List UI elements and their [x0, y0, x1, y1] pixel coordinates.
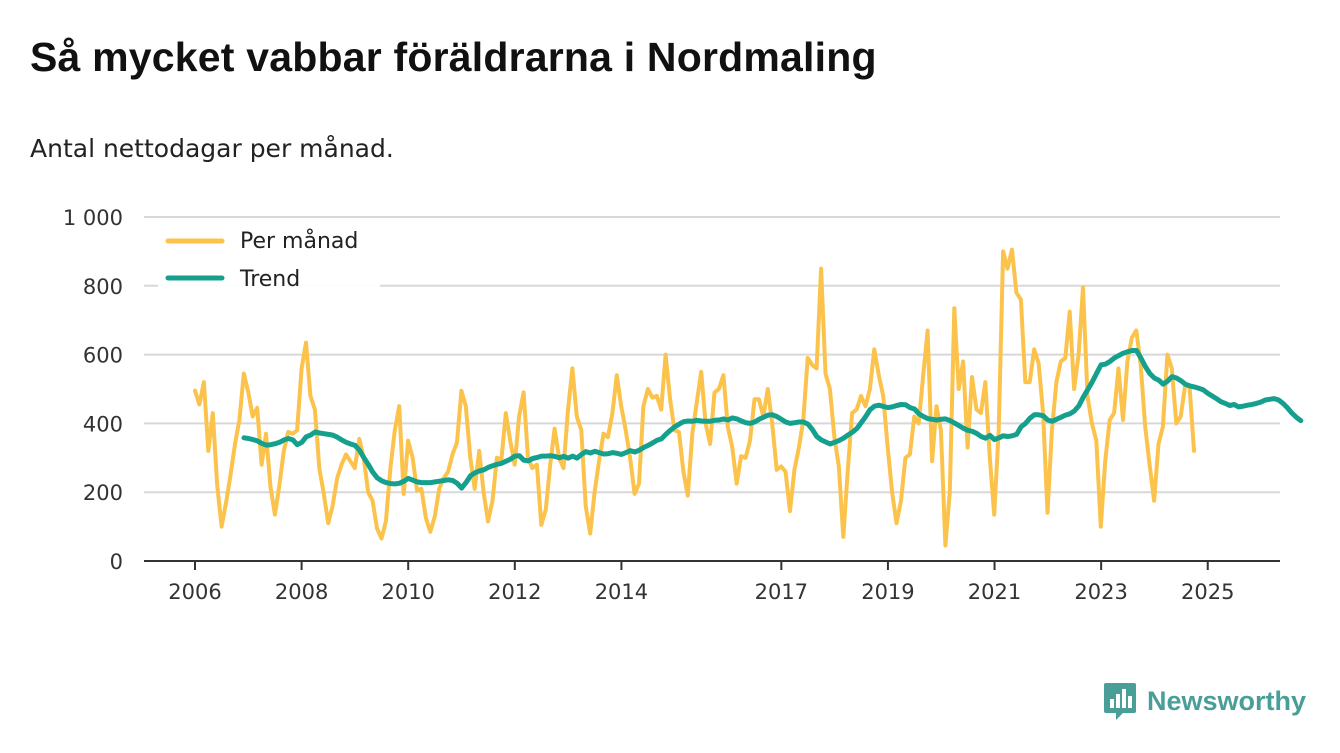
y-axis-tick-labels: 0 200 400 600 800 1 000 — [63, 206, 123, 574]
y-tick-label-0: 0 — [110, 550, 123, 574]
y-tick-label-200: 200 — [83, 481, 123, 505]
legend-label-trend: Trend — [239, 267, 300, 292]
x-tick-label-2010: 2010 — [381, 580, 434, 604]
bar-chart-chat-icon — [1103, 683, 1136, 720]
x-tick-label-2006: 2006 — [168, 580, 221, 604]
newsworthy-logo[interactable]: Newsworthy — [1103, 681, 1306, 721]
legend-label-per-manad: Per månad — [240, 228, 358, 254]
x-tick-label-2008: 2008 — [275, 580, 328, 604]
y-tick-label-400: 400 — [83, 412, 123, 436]
legend: Per månad Trend — [158, 222, 380, 292]
chart-title: Så mycket vabbar föräldrarna i Nordmalin… — [30, 34, 877, 80]
series-line-trend — [241, 348, 1304, 491]
x-axis: 2006 2008 2010 2012 2014 2017 2019 2021 2023 2025 — [144, 560, 1280, 604]
chart-subtitle: Antal nettodagar per månad. — [30, 134, 394, 163]
x-tick-label-2012: 2012 — [488, 580, 541, 604]
y-tick-label-800: 800 — [83, 275, 123, 299]
x-tick-label-2014: 2014 — [595, 580, 648, 604]
brand-name: Newsworthy — [1146, 685, 1306, 716]
series-lines — [193, 247, 1304, 548]
x-tick-label-2019: 2019 — [861, 580, 914, 604]
y-tick-label-600: 600 — [83, 344, 123, 368]
y-tick-label-1000: 1 000 — [63, 206, 123, 230]
x-tick-label-2021: 2021 — [968, 580, 1021, 604]
x-tick-label-2023: 2023 — [1074, 580, 1127, 604]
x-tick-label-2017: 2017 — [755, 580, 808, 604]
series-line-per-manad — [193, 247, 1196, 548]
x-tick-label-2025: 2025 — [1181, 580, 1234, 604]
